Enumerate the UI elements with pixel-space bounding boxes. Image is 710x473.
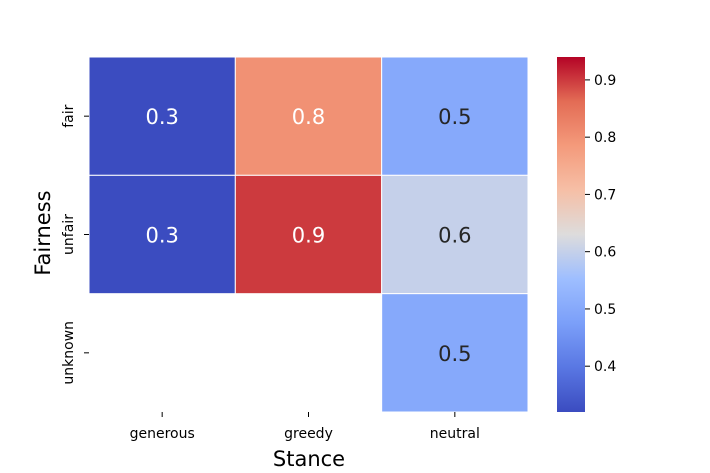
cell-labels: 0.3 0.8 0.5 0.3 0.9 0.6 0.5 (145, 105, 471, 366)
colorbar-gradient (557, 57, 585, 412)
colorbar-tick-label: 0.4 (594, 359, 616, 375)
y-tick-label: unfair (61, 214, 77, 255)
x-tick-label: generous (130, 426, 195, 442)
heatmap-cell (381, 56, 529, 176)
cell-value-label: 0.5 (438, 105, 471, 129)
x-axis: generous greedy neutral (130, 412, 480, 442)
colorbar: 0.4 0.5 0.6 0.7 0.8 0.9 (557, 57, 616, 412)
heatmap-cell (88, 56, 236, 176)
colorbar-tick-label: 0.8 (594, 130, 616, 146)
colorbar-tick-label: 0.6 (594, 245, 616, 261)
cell-value-label: 0.5 (438, 342, 471, 366)
cell-value-label: 0.3 (145, 105, 178, 129)
colorbar-tick-label: 0.9 (594, 73, 616, 89)
heatmap-cell (88, 174, 236, 295)
y-tick-label: unknown (61, 321, 77, 385)
cell-value-label: 0.9 (292, 224, 325, 248)
heatmap-cell (381, 174, 529, 295)
x-axis-label: Stance (273, 447, 345, 471)
cell-value-label: 0.3 (145, 224, 178, 248)
x-tick-label: neutral (430, 426, 480, 442)
heatmap-cells (88, 56, 529, 413)
y-axis: fair unfair unknown (61, 104, 89, 385)
y-tick-label: fair (61, 104, 77, 127)
colorbar-tick-label: 0.5 (594, 302, 616, 318)
heatmap-cell (234, 174, 383, 295)
colorbar-tick-label: 0.7 (594, 187, 616, 203)
cell-value-label: 0.8 (292, 105, 325, 129)
x-tick-label: greedy (284, 426, 333, 442)
y-axis-label: Fairness (31, 190, 55, 275)
cell-value-label: 0.6 (438, 224, 471, 248)
heatmap-cell (234, 56, 383, 176)
